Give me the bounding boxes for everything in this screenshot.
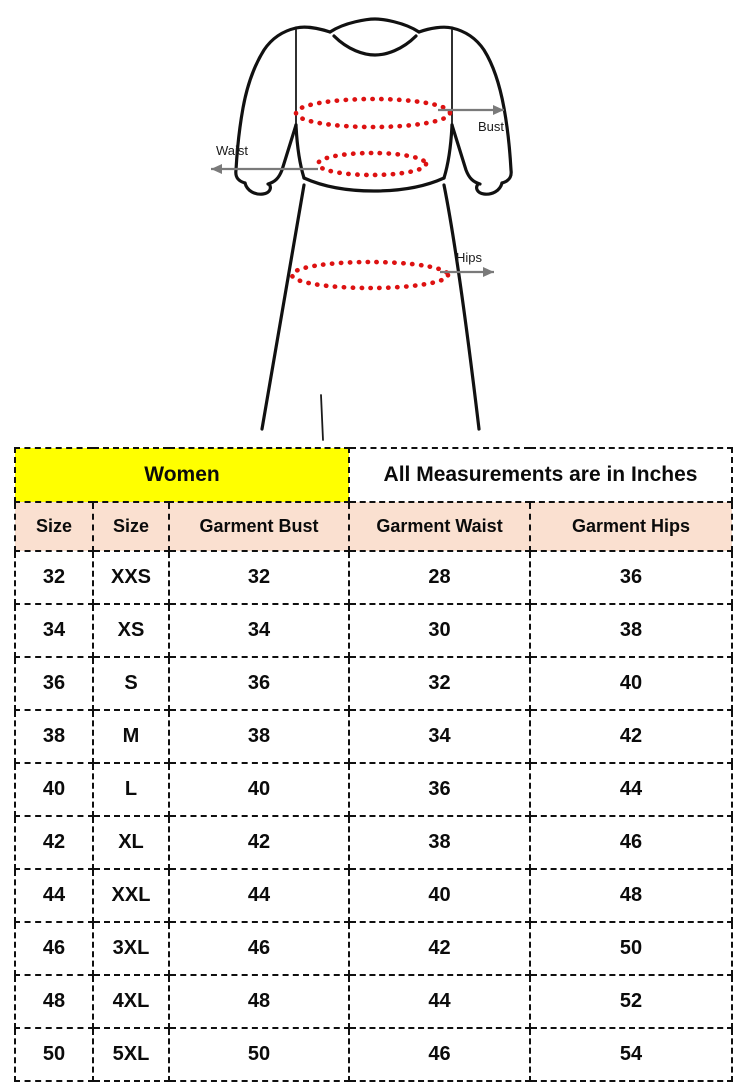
cell-garment-waist: 42 [348, 921, 532, 976]
hips-label: Hips [456, 250, 483, 265]
cell-garment-bust: 40 [167, 762, 351, 817]
cell-size-numeric: 44 [14, 868, 94, 923]
hips-measure-ellipse [289, 259, 451, 291]
hips-arrow [440, 267, 494, 277]
table-row: 38 M 38 34 42 [14, 709, 734, 764]
cell-garment-hips: 42 [529, 709, 734, 764]
left-shoulder [294, 25, 332, 34]
left-sleeve-outline [234, 26, 298, 185]
cell-garment-hips: 44 [529, 762, 734, 817]
cell-size-numeric: 50 [14, 1027, 94, 1082]
skirt-center-slit [320, 394, 324, 441]
bodice-left-side [294, 123, 306, 180]
cell-garment-waist: 30 [348, 603, 532, 658]
cell-garment-bust: 38 [167, 709, 351, 764]
waist-measure-ellipse [315, 150, 429, 178]
cell-size-alpha: S [92, 656, 170, 711]
cell-size-numeric: 40 [14, 762, 94, 817]
size-chart-table-container: Women All Measurements are in Inches Siz… [13, 447, 734, 1082]
cell-size-alpha: 3XL [92, 921, 170, 976]
table-title-row: Women All Measurements are in Inches [13, 447, 734, 503]
table-row: 44 XXL 44 40 48 [14, 868, 734, 923]
left-sleeve-inner-outline [266, 123, 298, 186]
cell-size-alpha: 5XL [92, 1027, 170, 1082]
cell-size-alpha: M [92, 709, 170, 764]
cell-garment-waist: 40 [348, 868, 532, 923]
cell-garment-hips: 52 [529, 974, 734, 1029]
cell-size-alpha: 4XL [92, 974, 170, 1029]
cell-garment-waist: 28 [348, 550, 532, 605]
cell-size-alpha: XS [92, 603, 170, 658]
cell-garment-hips: 50 [529, 921, 734, 976]
cell-garment-bust: 36 [167, 656, 351, 711]
cell-size-numeric: 38 [14, 709, 94, 764]
bust-measure-ellipse [293, 96, 453, 130]
cell-garment-hips: 46 [529, 815, 734, 870]
table-row: 46 3XL 46 42 50 [14, 921, 734, 976]
cell-garment-hips: 40 [529, 656, 734, 711]
cell-size-numeric: 34 [14, 603, 94, 658]
waist-arrow [211, 164, 318, 174]
cell-size-alpha: XXL [92, 868, 170, 923]
cell-garment-waist: 46 [348, 1027, 532, 1082]
column-header-size-alpha: Size [92, 501, 170, 552]
skirt-right-side [442, 183, 481, 431]
column-header-size-numeric: Size [14, 501, 94, 552]
cell-size-numeric: 42 [14, 815, 94, 870]
table-row: 42 XL 42 38 46 [14, 815, 734, 870]
table-row: 36 S 36 32 40 [14, 656, 734, 711]
cell-garment-hips: 36 [529, 550, 734, 605]
table-row: 48 4XL 48 44 52 [14, 974, 734, 1029]
right-sleeve-inner-outline [450, 123, 482, 186]
right-sleeve-outline [450, 26, 513, 185]
neckline-outer [328, 17, 421, 34]
cell-garment-waist: 36 [348, 762, 532, 817]
column-header-garment-waist: Garment Waist [348, 501, 532, 552]
cell-size-numeric: 36 [14, 656, 94, 711]
cell-size-alpha: XL [92, 815, 170, 870]
table-row: 32 XXS 32 28 36 [14, 550, 734, 605]
size-chart-table: Women All Measurements are in Inches Siz… [13, 447, 734, 1082]
column-header-garment-bust: Garment Bust [167, 501, 351, 552]
column-header-garment-hips: Garment Hips [529, 501, 734, 552]
garment-illustration: Bust Waist Hips [0, 0, 746, 447]
cell-garment-bust: 34 [167, 603, 351, 658]
bodice-right-side [442, 123, 454, 180]
table-header-row: Size Size Garment Bust Garment Waist Gar… [14, 501, 734, 552]
cell-garment-hips: 48 [529, 868, 734, 923]
cell-garment-bust: 44 [167, 868, 351, 923]
cell-size-numeric: 46 [14, 921, 94, 976]
cell-garment-bust: 32 [167, 550, 351, 605]
table-row: 34 XS 34 30 38 [14, 603, 734, 658]
neckline-inner [332, 34, 418, 57]
cell-garment-waist: 34 [348, 709, 532, 764]
waist-label: Waist [216, 143, 248, 158]
bust-arrow [438, 105, 504, 115]
cell-size-numeric: 48 [14, 974, 94, 1029]
right-cuff [475, 181, 504, 196]
cell-garment-bust: 48 [167, 974, 351, 1029]
cell-garment-bust: 46 [167, 921, 351, 976]
waist-seam [302, 176, 446, 193]
cell-size-numeric: 32 [14, 550, 94, 605]
cell-garment-waist: 32 [348, 656, 532, 711]
cell-size-alpha: L [92, 762, 170, 817]
skirt-left-side [260, 183, 306, 431]
cell-garment-hips: 38 [529, 603, 734, 658]
cell-garment-waist: 38 [348, 815, 532, 870]
cell-garment-bust: 50 [167, 1027, 351, 1082]
table-row: 50 5XL 50 46 54 [14, 1027, 734, 1082]
table-row: 40 L 40 36 44 [14, 762, 734, 817]
cell-garment-waist: 44 [348, 974, 532, 1029]
cell-size-alpha: XXS [92, 550, 170, 605]
title-cell-units: All Measurements are in Inches [348, 447, 734, 503]
cell-garment-hips: 54 [529, 1027, 734, 1082]
cell-garment-bust: 42 [167, 815, 351, 870]
title-cell-women: Women [13, 447, 351, 503]
left-cuff [243, 181, 272, 196]
right-shoulder [417, 25, 454, 34]
bust-label: Bust [478, 119, 504, 134]
